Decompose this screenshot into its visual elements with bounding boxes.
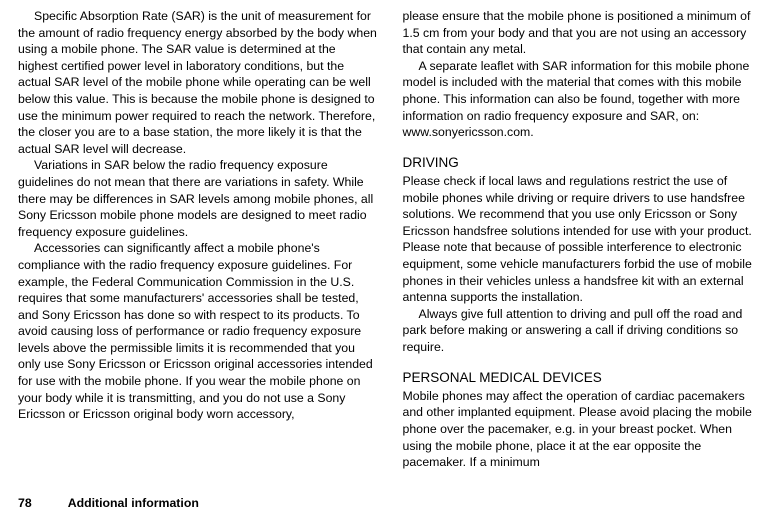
left-column: Specific Absorption Rate (SAR) is the un… (18, 8, 379, 471)
body-paragraph: Always give full attention to driving an… (403, 306, 764, 356)
body-paragraph: please ensure that the mobile phone is p… (403, 8, 764, 58)
body-paragraph: Mobile phones may affect the operation o… (403, 388, 764, 471)
body-paragraph: Accessories can significantly affect a m… (18, 240, 379, 423)
section-heading-medical: PERSONAL MEDICAL DEVICES (403, 369, 764, 387)
footer-title: Additional information (68, 496, 199, 510)
body-paragraph: Variations in SAR below the radio freque… (18, 157, 379, 240)
page-footer: 78 Additional information (18, 496, 199, 510)
page-number: 78 (18, 496, 32, 510)
page-content: Specific Absorption Rate (SAR) is the un… (0, 0, 781, 471)
body-paragraph: Please check if local laws and regulatio… (403, 173, 764, 306)
section-heading-driving: DRIVING (403, 154, 764, 172)
body-paragraph: Specific Absorption Rate (SAR) is the un… (18, 8, 379, 157)
body-paragraph: A separate leaflet with SAR information … (403, 58, 764, 141)
right-column: please ensure that the mobile phone is p… (403, 8, 764, 471)
